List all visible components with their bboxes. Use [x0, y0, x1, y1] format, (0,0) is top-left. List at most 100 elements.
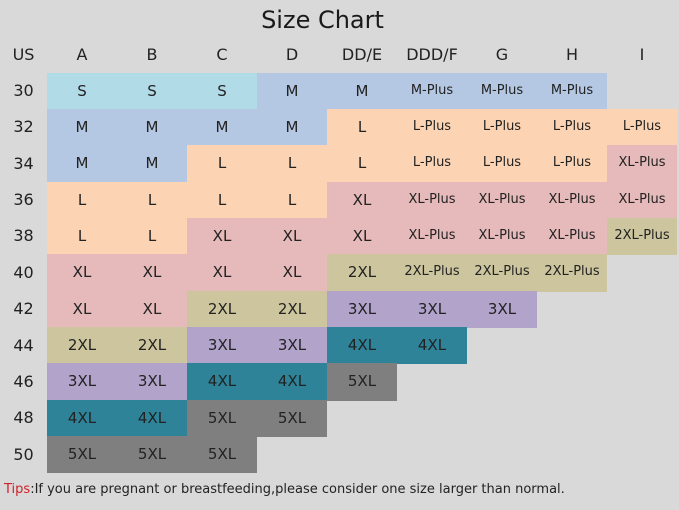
size-cell: L — [257, 145, 327, 183]
size-cell: L — [117, 218, 187, 255]
size-cell: XL — [117, 254, 187, 292]
size-cell: 2XL — [187, 291, 257, 328]
size-cell: XL — [327, 218, 397, 255]
size-cell: S — [117, 73, 187, 110]
size-cell: XL-Plus — [397, 182, 467, 219]
size-cell: XL — [47, 291, 117, 328]
tips-label: Tips — [4, 482, 31, 497]
row-header-band: 32 — [13, 117, 34, 137]
size-cell: XL-Plus — [467, 218, 537, 255]
size-cell: L-Plus — [537, 109, 607, 146]
size-cell: XL — [257, 254, 327, 292]
size-cell: 2XL-Plus — [467, 254, 537, 292]
size-cell: 2XL — [257, 291, 327, 328]
tips-note: Tips:If you are pregnant or breastfeedin… — [4, 482, 565, 497]
size-cell: M — [187, 109, 257, 146]
size-cell: S — [47, 73, 117, 110]
column-header: H — [565, 45, 579, 64]
size-cell: 3XL — [257, 327, 327, 364]
size-cell: 3XL — [117, 363, 187, 401]
row-header-band: 42 — [13, 299, 34, 319]
column-header: DDD/F — [406, 45, 458, 64]
size-cell: M — [47, 145, 117, 183]
size-cell: XL-Plus — [467, 182, 537, 219]
size-cell: 4XL — [47, 400, 117, 437]
size-cell: 4XL — [327, 327, 397, 364]
size-cell: M — [117, 145, 187, 183]
size-cell: M — [257, 73, 327, 110]
size-cell: L-Plus — [467, 145, 537, 183]
size-cell: XL-Plus — [607, 145, 677, 183]
size-cell: 5XL — [187, 400, 257, 437]
size-cell: 4XL — [117, 400, 187, 437]
size-cell: XL — [257, 218, 327, 255]
column-header-us: US — [12, 45, 35, 64]
column-header: A — [76, 45, 88, 64]
column-header: DD/E — [341, 45, 383, 64]
size-cell: L — [47, 182, 117, 219]
size-cell: 5XL — [187, 436, 257, 473]
size-cell: XL-Plus — [537, 218, 607, 255]
size-cell: 3XL — [187, 327, 257, 364]
size-cell: M — [327, 73, 397, 110]
tips-text: :If you are pregnant or breastfeeding,pl… — [30, 482, 565, 497]
size-cell: M — [47, 109, 117, 146]
row-header-band: 46 — [13, 371, 34, 391]
size-cell: L-Plus — [607, 109, 677, 146]
row-header-band: 50 — [13, 444, 34, 464]
size-cell: L — [187, 145, 257, 183]
column-header: D — [285, 45, 299, 64]
size-cell: XL — [117, 291, 187, 328]
size-cell: L — [257, 182, 327, 219]
size-cell: L — [327, 109, 397, 146]
row-header-band: 38 — [13, 226, 34, 246]
column-header: G — [495, 45, 509, 64]
row-header-band: 48 — [13, 408, 34, 428]
row-header-band: 36 — [13, 190, 34, 210]
column-header: C — [216, 45, 228, 64]
size-cell: 2XL-Plus — [537, 254, 607, 292]
size-cell: L — [187, 182, 257, 219]
size-cell: 5XL — [117, 436, 187, 473]
size-cell: 5XL — [47, 436, 117, 473]
size-cell: L-Plus — [397, 109, 467, 146]
size-cell: XL-Plus — [397, 218, 467, 255]
size-cell: 2XL-Plus — [607, 218, 677, 255]
size-cell: 3XL — [467, 291, 537, 328]
size-cell: L-Plus — [397, 145, 467, 183]
size-cell: 5XL — [257, 400, 327, 437]
size-cell: L — [47, 218, 117, 255]
size-cell: XL — [327, 182, 397, 219]
size-cell: 3XL — [327, 291, 397, 328]
size-cell: XL — [187, 254, 257, 292]
size-cell: 5XL — [327, 363, 397, 401]
chart-title: Size Chart — [261, 6, 384, 34]
size-cell: 3XL — [397, 291, 467, 328]
size-cell: XL — [187, 218, 257, 255]
size-cell: 2XL — [117, 327, 187, 364]
size-cell: M-Plus — [397, 73, 467, 110]
column-header: B — [146, 45, 158, 64]
size-cell: L — [327, 145, 397, 183]
size-cell: 4XL — [187, 363, 257, 401]
size-cell: M-Plus — [467, 73, 537, 110]
size-cell: L — [117, 182, 187, 219]
size-cell: L-Plus — [467, 109, 537, 146]
size-cell: S — [187, 73, 257, 110]
size-cell: 2XL — [47, 327, 117, 364]
size-cell: XL — [47, 254, 117, 292]
size-cell: M-Plus — [537, 73, 607, 110]
row-header-band: 30 — [13, 81, 34, 100]
size-cell: 4XL — [397, 327, 467, 364]
size-cell: M — [117, 109, 187, 146]
column-header: I — [639, 45, 645, 64]
size-cell: 4XL — [257, 363, 327, 401]
size-cell: 2XL — [327, 254, 397, 292]
row-header-band: 40 — [13, 262, 34, 282]
row-header-band: 44 — [13, 335, 34, 355]
size-cell: L-Plus — [537, 145, 607, 183]
size-cell: M — [257, 109, 327, 146]
size-cell: XL-Plus — [537, 182, 607, 219]
size-cell: 3XL — [47, 363, 117, 401]
row-header-band: 34 — [13, 153, 34, 173]
